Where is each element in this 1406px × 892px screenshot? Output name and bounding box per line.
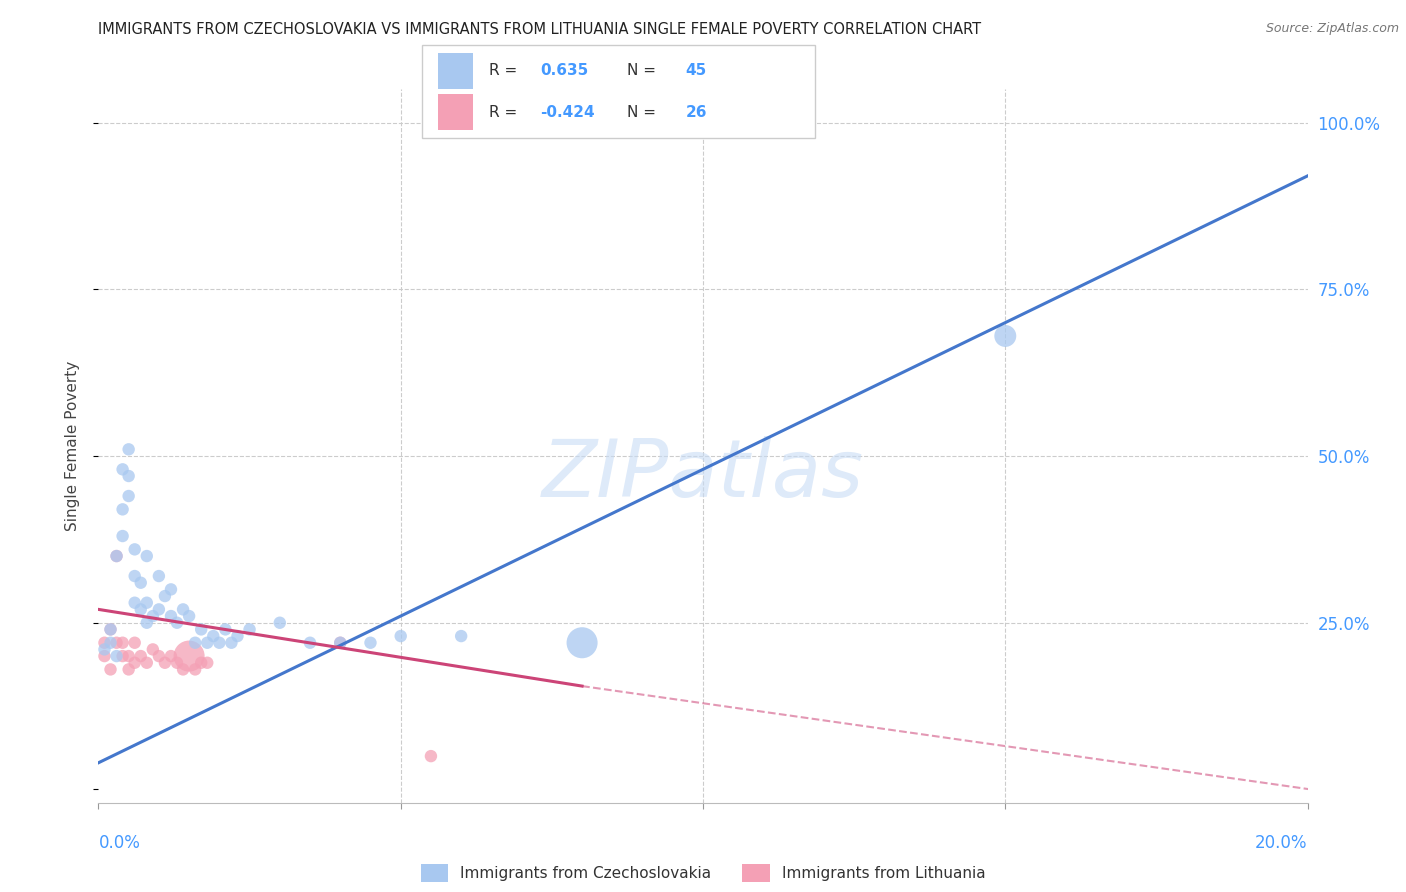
Text: N =: N = <box>627 104 661 120</box>
Point <box>135 596 157 610</box>
Point <box>214 623 236 637</box>
Point <box>160 609 183 624</box>
Point <box>153 589 176 603</box>
Point <box>93 649 115 664</box>
Text: R =: R = <box>489 104 522 120</box>
Point <box>135 615 157 630</box>
Point <box>124 569 146 583</box>
Point <box>118 489 141 503</box>
Point <box>166 656 188 670</box>
Point <box>195 656 218 670</box>
Point <box>226 629 249 643</box>
Point <box>190 656 212 670</box>
Point <box>118 649 141 664</box>
Point <box>100 662 122 676</box>
Point <box>105 649 128 664</box>
Point <box>184 636 207 650</box>
Point <box>179 649 201 664</box>
Y-axis label: Single Female Poverty: Single Female Poverty <box>65 361 80 531</box>
Point <box>105 549 128 563</box>
Point <box>184 662 207 676</box>
Point <box>160 582 183 597</box>
Point <box>111 529 134 543</box>
Text: 45: 45 <box>686 63 707 78</box>
Point <box>994 329 1017 343</box>
Text: 20.0%: 20.0% <box>1256 834 1308 852</box>
Point <box>93 642 115 657</box>
Point <box>269 615 291 630</box>
Point <box>202 629 225 643</box>
Point <box>172 602 194 616</box>
Point <box>135 656 157 670</box>
Point <box>190 623 212 637</box>
Point <box>124 596 146 610</box>
Point <box>93 636 115 650</box>
Point <box>299 636 322 650</box>
Point <box>100 623 122 637</box>
Point <box>148 602 170 616</box>
Point <box>329 636 352 650</box>
Bar <box>437 95 472 130</box>
Point <box>160 649 183 664</box>
Point <box>329 636 352 650</box>
Point <box>118 469 141 483</box>
Point <box>111 502 134 516</box>
Point <box>100 636 122 650</box>
Point <box>124 542 146 557</box>
Text: IMMIGRANTS FROM CZECHOSLOVAKIA VS IMMIGRANTS FROM LITHUANIA SINGLE FEMALE POVERT: IMMIGRANTS FROM CZECHOSLOVAKIA VS IMMIGR… <box>98 22 981 37</box>
Point <box>124 636 146 650</box>
Point <box>105 636 128 650</box>
Point <box>166 615 188 630</box>
Point <box>208 636 231 650</box>
Point <box>172 662 194 676</box>
Point <box>129 602 152 616</box>
Point <box>179 609 201 624</box>
Point <box>142 642 165 657</box>
Point <box>221 636 243 650</box>
Text: -0.424: -0.424 <box>540 104 595 120</box>
Point <box>389 629 412 643</box>
FancyBboxPatch shape <box>422 45 815 138</box>
Bar <box>437 53 472 88</box>
Point <box>118 442 141 457</box>
Point <box>100 623 122 637</box>
Point <box>124 656 146 670</box>
Point <box>148 569 170 583</box>
Point <box>111 649 134 664</box>
Point <box>118 662 141 676</box>
Point <box>135 549 157 563</box>
Text: 0.0%: 0.0% <box>98 834 141 852</box>
Point <box>571 636 593 650</box>
Point <box>195 636 218 650</box>
Text: 26: 26 <box>686 104 707 120</box>
Point <box>360 636 382 650</box>
Text: Source: ZipAtlas.com: Source: ZipAtlas.com <box>1265 22 1399 36</box>
Point <box>239 623 262 637</box>
Point <box>142 609 165 624</box>
Point <box>420 749 443 764</box>
Text: 0.635: 0.635 <box>540 63 588 78</box>
Point <box>148 649 170 664</box>
Legend: Immigrants from Czechoslovakia, Immigrants from Lithuania: Immigrants from Czechoslovakia, Immigran… <box>415 858 991 888</box>
Point <box>111 462 134 476</box>
Text: R =: R = <box>489 63 522 78</box>
Point <box>111 636 134 650</box>
Point <box>129 575 152 590</box>
Point <box>153 656 176 670</box>
Text: N =: N = <box>627 63 661 78</box>
Point <box>450 629 472 643</box>
Point <box>105 549 128 563</box>
Point <box>129 649 152 664</box>
Text: ZIPatlas: ZIPatlas <box>541 435 865 514</box>
